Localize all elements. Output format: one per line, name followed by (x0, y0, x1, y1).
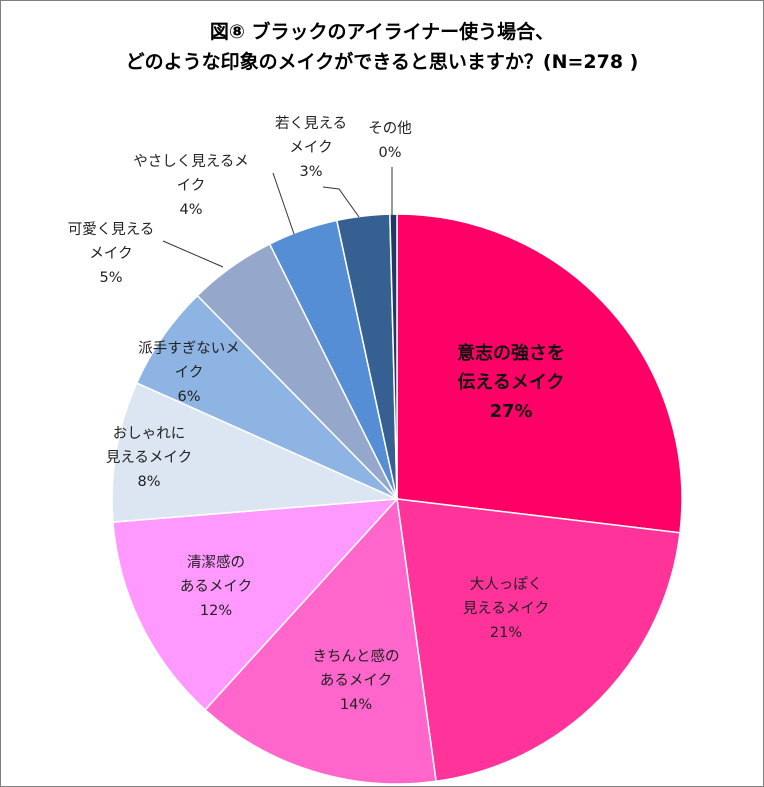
slice-category-label-3: あるメイク (320, 672, 392, 689)
leader-line-8 (272, 172, 295, 235)
slice-category-label-7: メイク (89, 245, 132, 262)
leader-line-9 (322, 186, 360, 218)
leader-line-7 (162, 240, 224, 268)
slice-category-label-2: 見えるメイク (463, 600, 549, 617)
slice-category-label-9: メイク (289, 139, 332, 156)
slice-percent-label-8: 4% (179, 202, 202, 218)
slice-category-label-10: その他 (368, 120, 412, 137)
slice-percent-label-1: 27% (489, 401, 532, 422)
slice-category-label-7: 可愛く見える (68, 221, 155, 238)
slice-category-label-1: 伝えるメイク (457, 371, 564, 393)
pie-slice-2 (396, 498, 681, 783)
slice-category-label-4: あるメイク (180, 578, 252, 595)
slice-category-label-6: 派手すぎないメ (138, 340, 240, 357)
slice-category-label-9: 若く見える (275, 115, 347, 132)
slice-category-label-1: 意志の強さを (457, 342, 565, 364)
slice-percent-label-6: 6% (177, 389, 200, 405)
slice-percent-label-9: 3% (299, 164, 322, 180)
slice-percent-label-5: 8% (137, 474, 160, 490)
chart-title: 図⑧ ブラックのアイライナー使う場合、 どのような印象のメイクができると思います… (1, 17, 763, 77)
slice-percent-label-4: 12% (200, 603, 232, 619)
pie-slices (111, 213, 683, 785)
slice-percent-label-2: 21% (490, 625, 522, 641)
slice-percent-label-7: 5% (99, 270, 122, 286)
slice-category-label-5: おしゃれに (113, 425, 186, 442)
chart-title-line-2: どのような印象のメイクができると思いますか？(N=278 ) (125, 51, 639, 73)
pie-slice-3 (204, 497, 437, 785)
slice-percent-label-10: 0% (378, 145, 401, 161)
pie-slice-5 (111, 381, 398, 523)
pie-slice-4 (112, 498, 399, 711)
slice-category-label-3: きちんと感の (313, 648, 400, 665)
slice-category-label-8: やさしく見えるメ (133, 153, 249, 170)
pie-slice-1 (396, 213, 683, 534)
slice-category-label-2: 大人っぽく (470, 576, 543, 593)
slice-percent-label-3: 14% (340, 697, 372, 713)
slice-category-label-8: イク (177, 177, 206, 194)
data-labels: 意志の強さを伝えるメイク27%大人っぽく見えるメイク21%きちんと感のあるメイク… (68, 115, 565, 713)
pie-slice-10 (389, 213, 398, 500)
slice-category-label-5: 見えるメイク (106, 449, 192, 466)
slice-category-label-4: 清潔感の (187, 554, 245, 571)
slice-category-label-6: イク (175, 364, 204, 381)
chart-title-line-1: 図⑧ ブラックのアイライナー使う場合、 (209, 21, 555, 43)
